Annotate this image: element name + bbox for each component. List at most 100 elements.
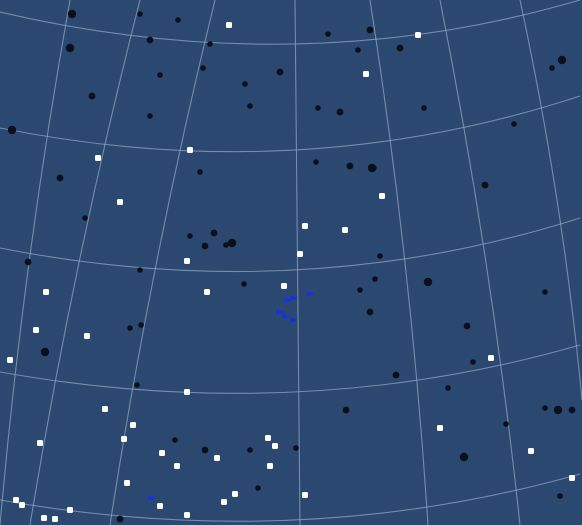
white-star[interactable]	[214, 455, 220, 461]
dark-star[interactable]	[392, 371, 400, 379]
dark-star[interactable]	[7, 125, 17, 135]
white-star[interactable]	[363, 71, 369, 77]
dark-star[interactable]	[247, 103, 253, 109]
dark-star[interactable]	[357, 287, 363, 293]
dark-star[interactable]	[241, 281, 247, 287]
white-star[interactable]	[19, 502, 25, 508]
dark-star[interactable]	[197, 169, 203, 175]
white-star[interactable]	[569, 475, 575, 481]
white-star[interactable]	[415, 32, 421, 38]
dark-star[interactable]	[137, 11, 143, 17]
dark-star[interactable]	[470, 359, 476, 365]
white-star[interactable]	[528, 448, 534, 454]
white-star[interactable]	[130, 422, 136, 428]
blue-object-marker[interactable]	[290, 317, 298, 323]
dark-star[interactable]	[147, 113, 153, 119]
dark-star[interactable]	[557, 55, 567, 65]
dark-star[interactable]	[371, 165, 377, 171]
dark-star[interactable]	[553, 405, 563, 415]
white-star[interactable]	[204, 289, 210, 295]
dark-star[interactable]	[511, 121, 517, 127]
white-star[interactable]	[157, 503, 163, 509]
white-star[interactable]	[221, 499, 227, 505]
dark-star[interactable]	[67, 9, 77, 19]
dark-star[interactable]	[336, 108, 344, 116]
white-star[interactable]	[174, 463, 180, 469]
dark-star[interactable]	[207, 41, 213, 47]
white-star[interactable]	[43, 289, 49, 295]
dark-star[interactable]	[355, 47, 361, 53]
dark-star[interactable]	[325, 31, 331, 37]
dark-star[interactable]	[481, 181, 489, 189]
white-star[interactable]	[342, 227, 348, 233]
dark-star[interactable]	[242, 81, 248, 87]
white-star[interactable]	[379, 193, 385, 199]
dark-star[interactable]	[549, 65, 555, 71]
dark-star[interactable]	[421, 105, 427, 111]
white-star[interactable]	[184, 389, 190, 395]
dark-star[interactable]	[366, 308, 374, 316]
dark-star[interactable]	[116, 515, 124, 523]
dark-star[interactable]	[372, 276, 378, 282]
white-star[interactable]	[121, 436, 127, 442]
white-star[interactable]	[84, 333, 90, 339]
dark-star[interactable]	[459, 452, 469, 462]
white-star[interactable]	[488, 355, 494, 361]
dark-star[interactable]	[200, 65, 206, 71]
white-star[interactable]	[37, 440, 43, 446]
white-star[interactable]	[297, 251, 303, 257]
dark-star[interactable]	[463, 322, 471, 330]
white-star[interactable]	[267, 463, 273, 469]
dark-star[interactable]	[542, 405, 548, 411]
dark-star[interactable]	[175, 17, 181, 23]
dark-star[interactable]	[56, 174, 64, 182]
dark-star[interactable]	[293, 445, 299, 451]
dark-star[interactable]	[313, 159, 319, 165]
dark-star[interactable]	[423, 277, 433, 287]
white-star[interactable]	[187, 147, 193, 153]
dark-star[interactable]	[187, 233, 193, 239]
dark-star[interactable]	[40, 347, 50, 357]
dark-star[interactable]	[82, 215, 88, 221]
white-star[interactable]	[102, 406, 108, 412]
dark-star[interactable]	[276, 68, 284, 76]
white-star[interactable]	[302, 492, 308, 498]
blue-object-marker[interactable]	[148, 495, 156, 501]
dark-star[interactable]	[172, 437, 178, 443]
white-star[interactable]	[272, 443, 278, 449]
white-star[interactable]	[265, 435, 271, 441]
dark-star[interactable]	[157, 72, 163, 78]
dark-star[interactable]	[227, 238, 237, 248]
white-star[interactable]	[226, 22, 232, 28]
dark-star[interactable]	[24, 258, 32, 266]
dark-star[interactable]	[201, 446, 209, 454]
dark-star[interactable]	[88, 92, 96, 100]
white-star[interactable]	[124, 480, 130, 486]
dark-star[interactable]	[342, 406, 350, 414]
dark-star[interactable]	[223, 242, 229, 248]
dark-star[interactable]	[396, 44, 404, 52]
white-star[interactable]	[67, 507, 73, 513]
white-star[interactable]	[184, 512, 190, 518]
dark-star[interactable]	[542, 289, 548, 295]
dark-star[interactable]	[65, 43, 75, 53]
blue-object-marker[interactable]	[307, 291, 315, 297]
white-star[interactable]	[159, 450, 165, 456]
blue-object-marker[interactable]	[284, 297, 292, 303]
dark-star[interactable]	[255, 485, 261, 491]
dark-star[interactable]	[137, 267, 143, 273]
dark-star[interactable]	[445, 385, 451, 391]
dark-star[interactable]	[201, 242, 209, 250]
dark-star[interactable]	[146, 36, 154, 44]
dark-star[interactable]	[247, 447, 253, 453]
white-star[interactable]	[184, 258, 190, 264]
blue-object-marker[interactable]	[290, 295, 298, 301]
white-star[interactable]	[52, 516, 58, 522]
white-star[interactable]	[302, 223, 308, 229]
white-star[interactable]	[232, 491, 238, 497]
dark-star[interactable]	[210, 229, 218, 237]
dark-star[interactable]	[503, 421, 509, 427]
white-star[interactable]	[281, 283, 287, 289]
